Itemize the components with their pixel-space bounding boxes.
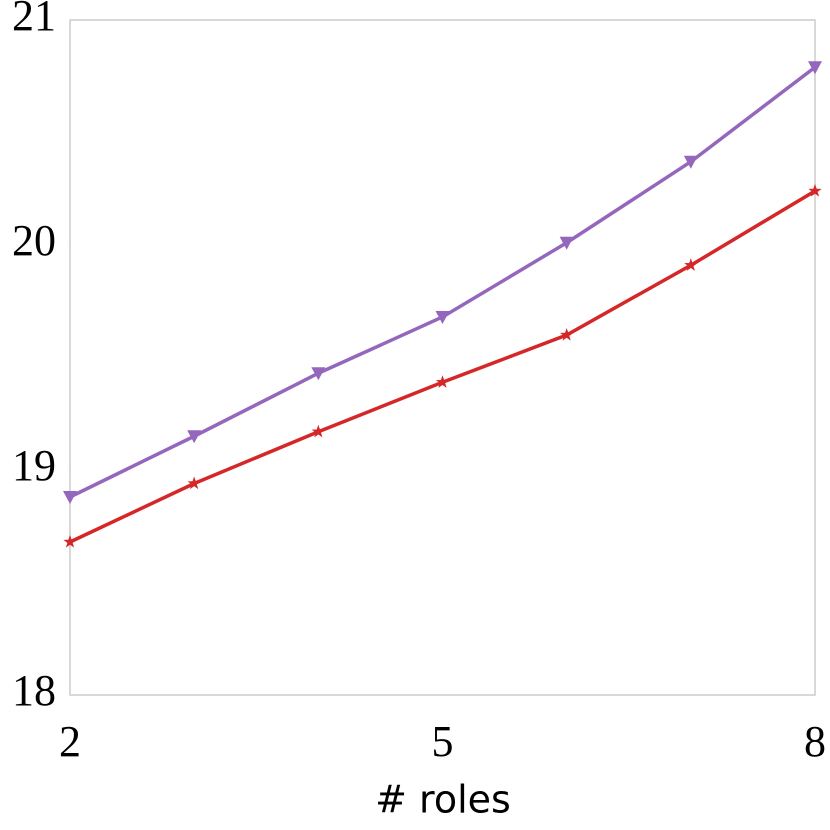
x-tick-label: 2 bbox=[59, 717, 81, 766]
marker bbox=[187, 430, 202, 444]
marker bbox=[311, 424, 325, 438]
y-tick-label: 20 bbox=[12, 216, 56, 265]
x-axis-label: # roles bbox=[375, 778, 511, 822]
marker bbox=[683, 155, 698, 169]
marker bbox=[560, 328, 574, 341]
x-tick-label: 8 bbox=[804, 717, 826, 766]
y-tick-label: 18 bbox=[12, 666, 56, 715]
marker bbox=[435, 375, 450, 388]
marker bbox=[684, 258, 698, 271]
marker bbox=[559, 236, 574, 250]
series-line bbox=[69, 65, 817, 499]
y-tick-label: 19 bbox=[12, 441, 56, 490]
marker bbox=[435, 311, 450, 324]
marker bbox=[311, 367, 326, 381]
marker bbox=[808, 61, 822, 75]
marker bbox=[63, 535, 77, 548]
y-tick-label: 21 bbox=[12, 0, 56, 40]
series-line bbox=[69, 189, 816, 544]
plot-frame bbox=[69, 19, 816, 696]
marker bbox=[63, 491, 77, 504]
marker bbox=[187, 476, 201, 490]
marker bbox=[808, 184, 822, 197]
x-tick-label: 5 bbox=[432, 717, 454, 766]
